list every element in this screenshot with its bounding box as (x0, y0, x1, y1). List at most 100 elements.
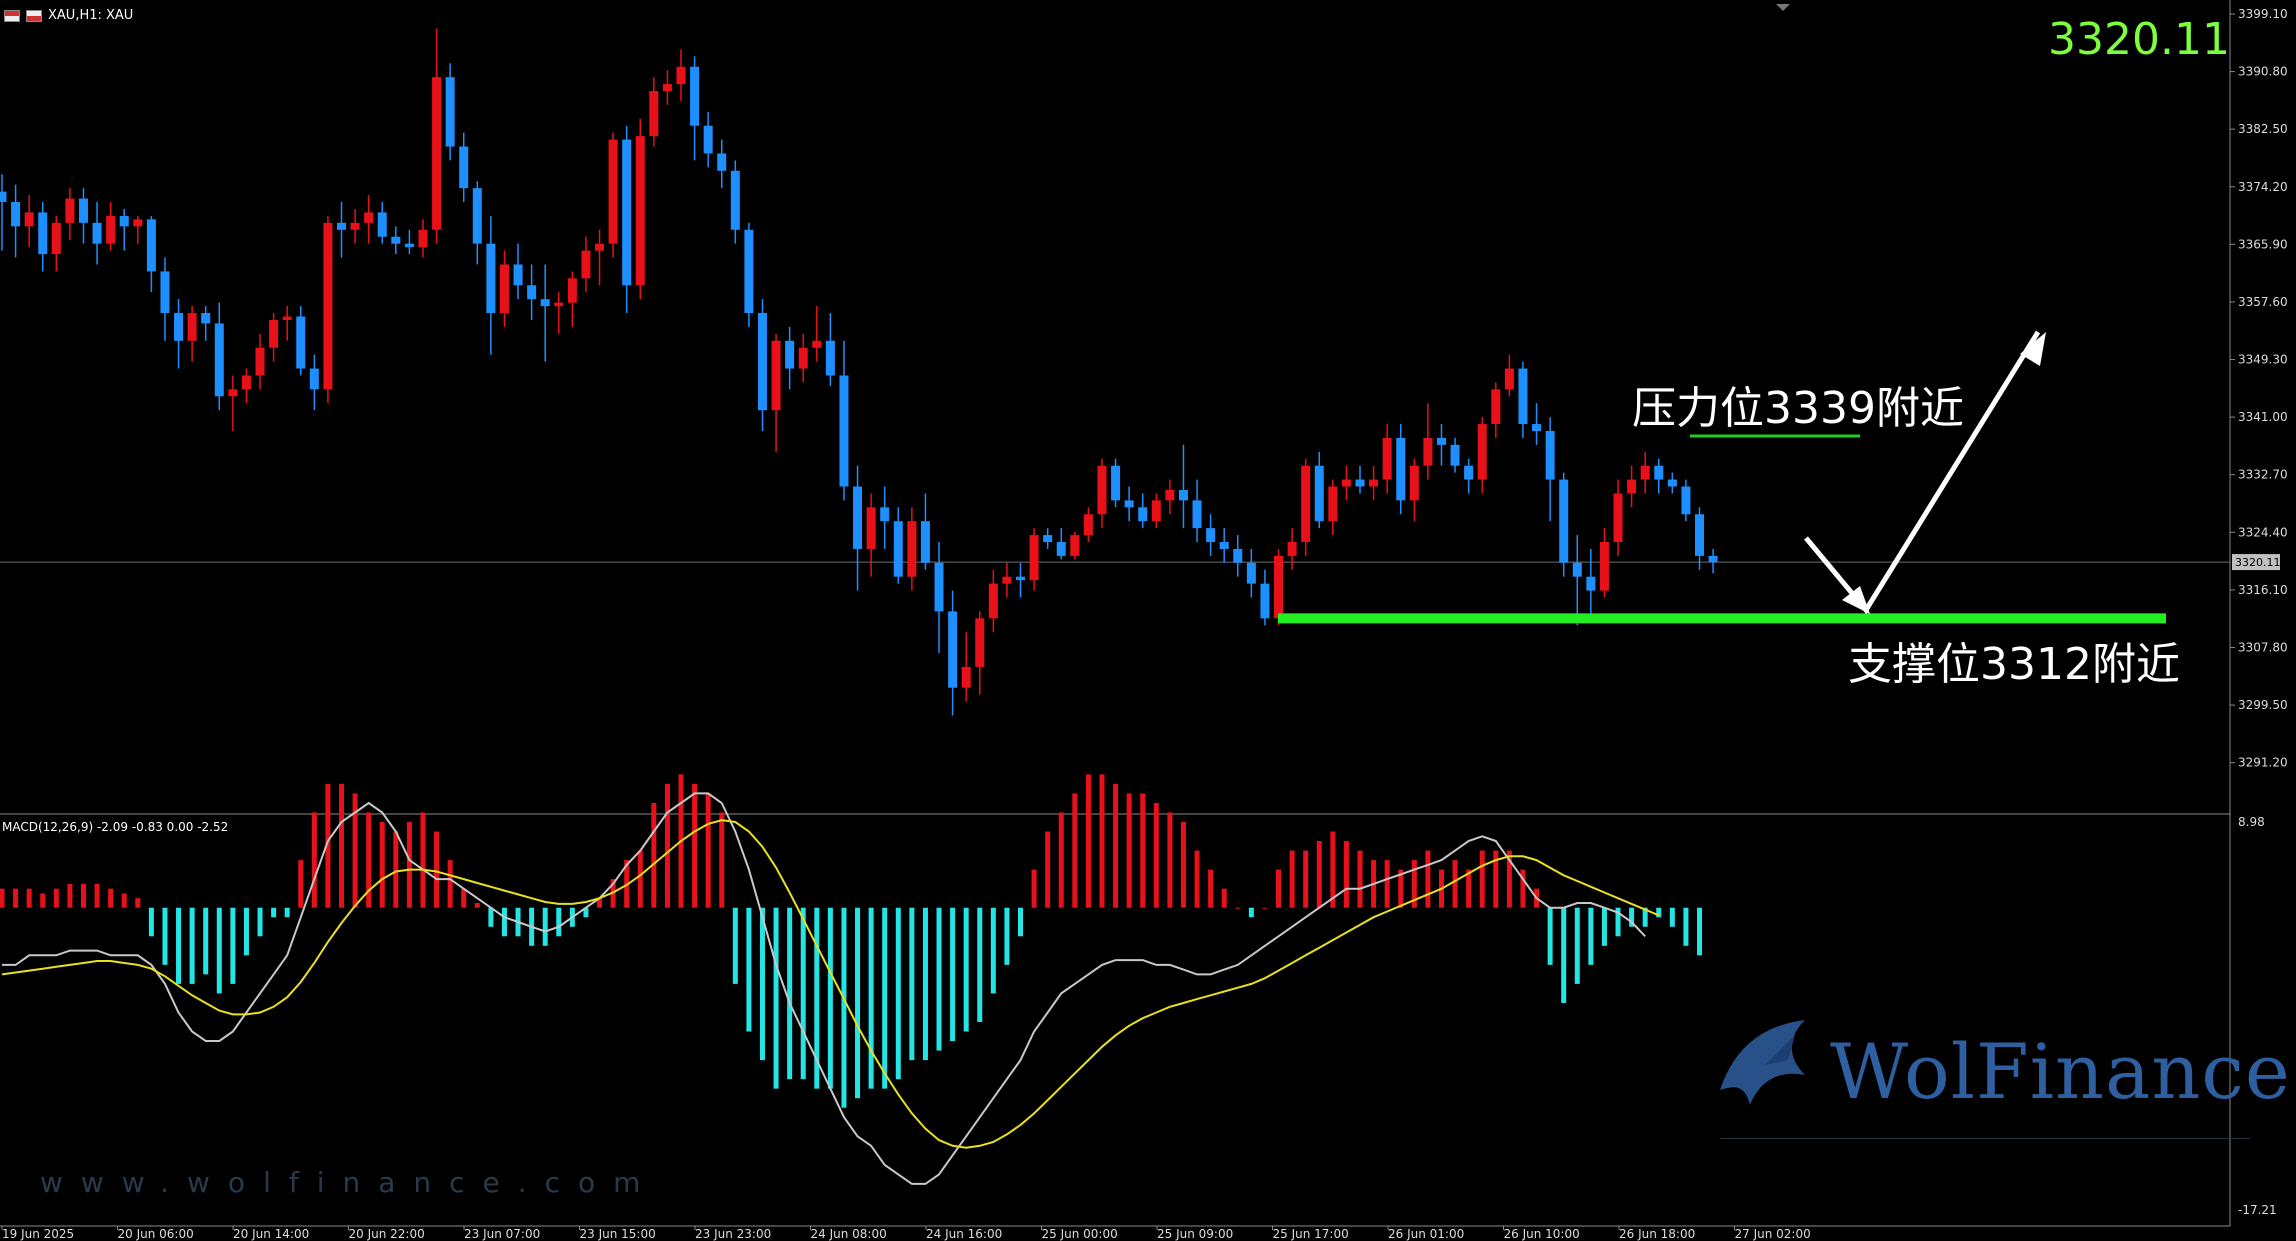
macd-histogram-bar (53, 888, 59, 908)
macd-histogram-bar (1018, 907, 1023, 937)
macd-histogram-bar (339, 783, 344, 908)
price-tick-label: 3399.10 (2238, 7, 2288, 21)
macd-histogram-bar (325, 783, 331, 908)
candle-body (486, 243, 496, 314)
macd-histogram-bar (787, 907, 793, 1080)
macd-histogram-bar (501, 907, 507, 937)
macd-histogram-bar (664, 783, 670, 908)
candle-body (1681, 486, 1691, 515)
time-tick-label: 25 Jun 17:00 (1273, 1227, 1349, 1241)
price-tick-label: 3316.10 (2238, 583, 2288, 597)
macd-histogram-bar (366, 812, 372, 908)
macd-histogram-bar (841, 907, 847, 1108)
time-tick-label: 26 Jun 18:00 (1619, 1227, 1695, 1241)
macd-histogram-bar (1004, 907, 1010, 965)
macd-histogram-bar (1452, 860, 1458, 908)
candle-body (1083, 514, 1093, 536)
macd-histogram-bar (1330, 831, 1336, 908)
candle-body (1124, 500, 1134, 508)
macd-histogram-bar (1357, 850, 1363, 908)
candle-body (1382, 437, 1392, 480)
macd-histogram-bar (13, 888, 19, 908)
macd-histogram-bar (243, 907, 249, 956)
candle-body (0, 191, 7, 203)
macd-histogram-bar (556, 907, 562, 937)
candle-body (472, 188, 482, 244)
resistance-annotation: 压力位3339附近 (1632, 383, 1964, 434)
current-price-tag (2232, 554, 2280, 571)
candle-body (187, 313, 197, 341)
candle-body (730, 170, 740, 230)
candle-body (690, 66, 700, 126)
candle-body (1043, 535, 1053, 543)
macd-histogram-bar (1384, 860, 1390, 908)
candle-body (1667, 479, 1677, 487)
candle-body (662, 84, 672, 92)
candle-body (1518, 368, 1528, 425)
candle-body (1301, 465, 1311, 543)
macd-histogram-bar (977, 907, 983, 1022)
macd-histogram-bar (434, 831, 440, 908)
candle-body (635, 136, 645, 286)
macd-histogram-bar (162, 907, 168, 965)
macd-histogram-bar (311, 812, 317, 908)
candle-body (527, 285, 537, 300)
macd-histogram-bar (882, 907, 888, 1089)
macd-histogram-bar (1235, 907, 1241, 909)
candle-body (432, 77, 442, 230)
time-tick-label: 24 Jun 16:00 (926, 1227, 1002, 1241)
candle-body (853, 486, 863, 549)
candle-body (649, 91, 659, 137)
macd-histogram-bar (189, 907, 195, 984)
candle-body (146, 219, 156, 272)
price-tick-label: 3341.00 (2238, 410, 2288, 424)
candle-body (581, 250, 591, 279)
current-price-display: 3320.11 (2048, 14, 2230, 65)
candle-body (798, 347, 808, 369)
macd-histogram-bar (1248, 907, 1254, 918)
candle-body (92, 222, 102, 244)
macd-histogram-bar (148, 907, 154, 937)
macd-histogram-bar (1588, 907, 1594, 965)
time-tick-label: 23 Jun 23:00 (695, 1227, 771, 1241)
candle-body (1029, 535, 1039, 581)
candle-body (1260, 583, 1270, 619)
candle-body (1436, 437, 1446, 445)
candle-body (1233, 548, 1243, 563)
candle-body (337, 222, 346, 230)
candle-body (38, 212, 48, 255)
candle-body (1328, 486, 1338, 522)
macd-histogram-bar (855, 907, 861, 1099)
macd-histogram-bar (1208, 869, 1214, 908)
macd-histogram-bar (868, 907, 874, 1089)
macd-histogram-bar (746, 907, 752, 1032)
candle-body (1613, 493, 1623, 543)
candle-body (839, 375, 849, 487)
time-tick-label: 26 Jun 01:00 (1388, 1227, 1464, 1241)
candle-body (1599, 542, 1609, 591)
macd-histogram-bar (1615, 907, 1621, 937)
candle-body (717, 153, 727, 171)
macd-histogram-bar (1194, 850, 1200, 908)
candle-body (296, 316, 306, 369)
macd-histogram-bar (1601, 907, 1607, 946)
macd-histogram-bar (1642, 907, 1648, 927)
time-tick-label: 20 Jun 06:00 (118, 1227, 194, 1241)
macd-histogram-bar (1574, 907, 1580, 984)
candle-body (174, 313, 184, 341)
macd-histogram-bar (1126, 793, 1132, 908)
macd-histogram-bar (1466, 869, 1472, 908)
macd-histogram-bar (420, 812, 426, 908)
macd-histogram-bar (40, 893, 46, 908)
support-line (1278, 613, 2166, 624)
macd-histogram-bar (176, 907, 182, 984)
macd-histogram-bar (135, 898, 141, 908)
macd-histogram-bar (379, 822, 385, 908)
arrow-head-down-icon (1842, 586, 1870, 614)
macd-histogram-bar (406, 822, 412, 908)
candle-body (404, 243, 414, 248)
candle-body (51, 222, 61, 255)
price-tick-label: 3374.20 (2238, 180, 2288, 194)
candle-body (241, 375, 251, 390)
